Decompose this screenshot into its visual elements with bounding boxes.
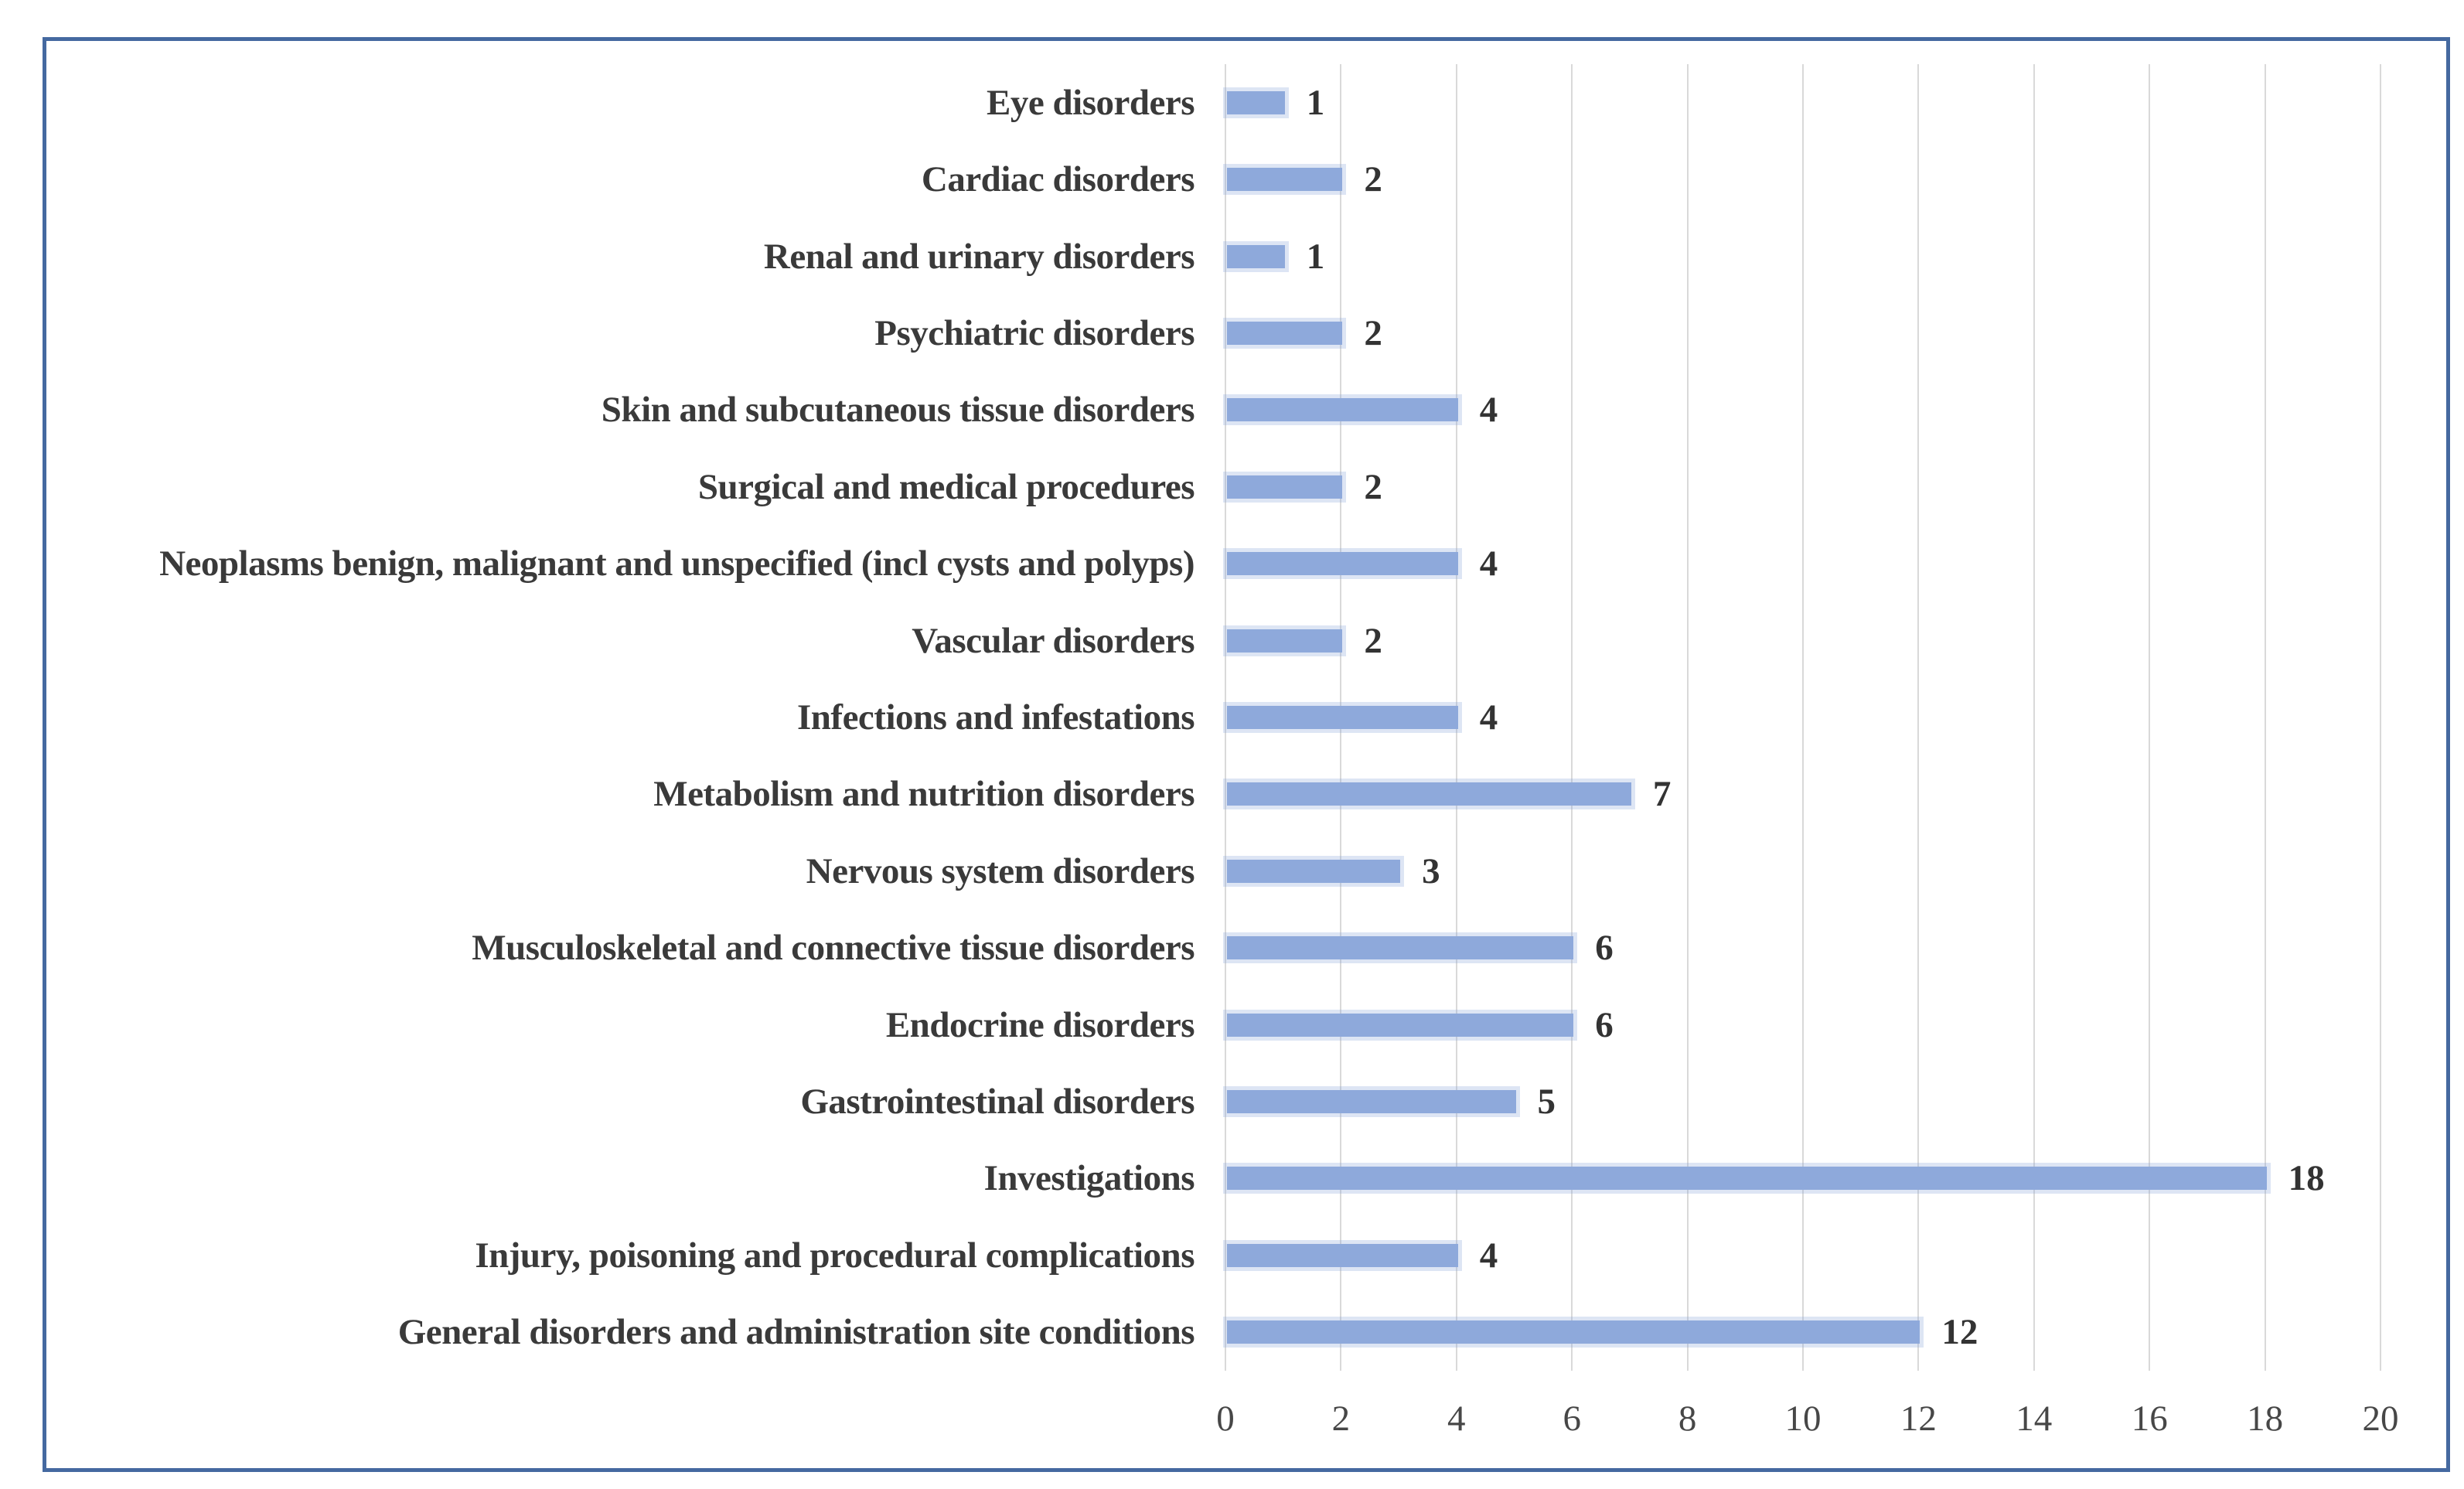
bar: [1227, 475, 1343, 499]
value-label: 2: [1364, 312, 1382, 353]
category-label: Cardiac disorders: [921, 159, 1195, 200]
bar: [1227, 321, 1343, 345]
bar: [1227, 782, 1631, 806]
x-tick-label: 2: [1331, 1399, 1351, 1439]
bar: [1227, 706, 1458, 729]
value-label: 1: [1306, 82, 1325, 123]
x-tick-label: 6: [1563, 1399, 1581, 1439]
value-label: 2: [1364, 159, 1382, 200]
category-label: Neoplasms benign, malignant and unspecif…: [159, 543, 1195, 584]
category-label: Nervous system disorders: [806, 850, 1195, 891]
x-tick-label: 18: [2247, 1399, 2284, 1439]
bar: [1227, 1167, 2267, 1191]
x-tick-label: 10: [1784, 1399, 1822, 1439]
category-label: Injury, poisoning and procedural complic…: [475, 1235, 1195, 1276]
bar: [1227, 1320, 1920, 1344]
bar: [1227, 398, 1458, 422]
category-label: Musculoskeletal and connective tissue di…: [472, 928, 1195, 969]
bar: [1227, 168, 1343, 192]
bar: [1227, 1090, 1516, 1114]
value-label: 5: [1537, 1082, 1556, 1123]
gridline: [1917, 64, 1920, 1371]
bar: [1227, 859, 1401, 883]
value-label: 4: [1479, 1235, 1498, 1276]
gridline: [2380, 64, 2381, 1371]
x-tick-label: 8: [1678, 1399, 1697, 1439]
bar: [1227, 629, 1343, 653]
value-label: 6: [1595, 1004, 1614, 1045]
x-tick-label: 20: [2362, 1399, 2399, 1439]
gridline: [2033, 64, 2035, 1371]
value-label: 12: [1941, 1312, 1978, 1353]
bar: [1227, 552, 1458, 576]
category-label: Metabolism and nutrition disorders: [653, 774, 1195, 815]
value-label: 2: [1364, 466, 1382, 507]
category-label: Psychiatric disorders: [874, 312, 1195, 353]
gridline: [2149, 64, 2151, 1371]
value-label: 18: [2288, 1158, 2325, 1199]
x-tick-label: 0: [1216, 1399, 1235, 1439]
x-tick-label: 12: [1900, 1399, 1937, 1439]
chart-frame: 0 2 4 6 8 10 12 14 16 18 20 Eye disorders 1 Cardiac d…: [43, 37, 2450, 1472]
value-label: 2: [1364, 620, 1382, 661]
x-tick-label: 16: [2131, 1399, 2168, 1439]
x-tick-label: 4: [1447, 1399, 1466, 1439]
bar: [1227, 1013, 1574, 1037]
category-label: Renal and urinary disorders: [763, 236, 1195, 277]
x-tick-label: 14: [2016, 1399, 2053, 1439]
bar: [1227, 90, 1285, 114]
category-label: Vascular disorders: [912, 620, 1195, 661]
gridline: [1225, 64, 1226, 1371]
bar: [1227, 1243, 1458, 1267]
category-label: Eye disorders: [987, 82, 1195, 123]
category-label: Endocrine disorders: [885, 1004, 1195, 1045]
value-label: 4: [1479, 697, 1498, 738]
value-label: 4: [1479, 390, 1498, 431]
category-label: General disorders and administration sit…: [397, 1312, 1195, 1353]
gridline: [1802, 64, 1804, 1371]
bar: [1227, 936, 1574, 960]
value-label: 6: [1595, 928, 1614, 969]
gridline: [1571, 64, 1573, 1371]
value-label: 4: [1479, 543, 1498, 584]
category-label: Gastrointestinal disorders: [800, 1082, 1195, 1123]
gridline: [1686, 64, 1689, 1371]
value-label: 1: [1306, 236, 1325, 277]
category-label: Skin and subcutaneous tissue disorders: [601, 390, 1195, 431]
value-label: 7: [1652, 774, 1672, 815]
bar: [1227, 244, 1285, 268]
gridline: [2264, 64, 2266, 1371]
value-label: 3: [1422, 850, 1440, 891]
category-label: Investigations: [983, 1158, 1195, 1199]
category-label: Infections and infestations: [796, 697, 1195, 738]
category-label: Surgical and medical procedures: [697, 466, 1195, 507]
